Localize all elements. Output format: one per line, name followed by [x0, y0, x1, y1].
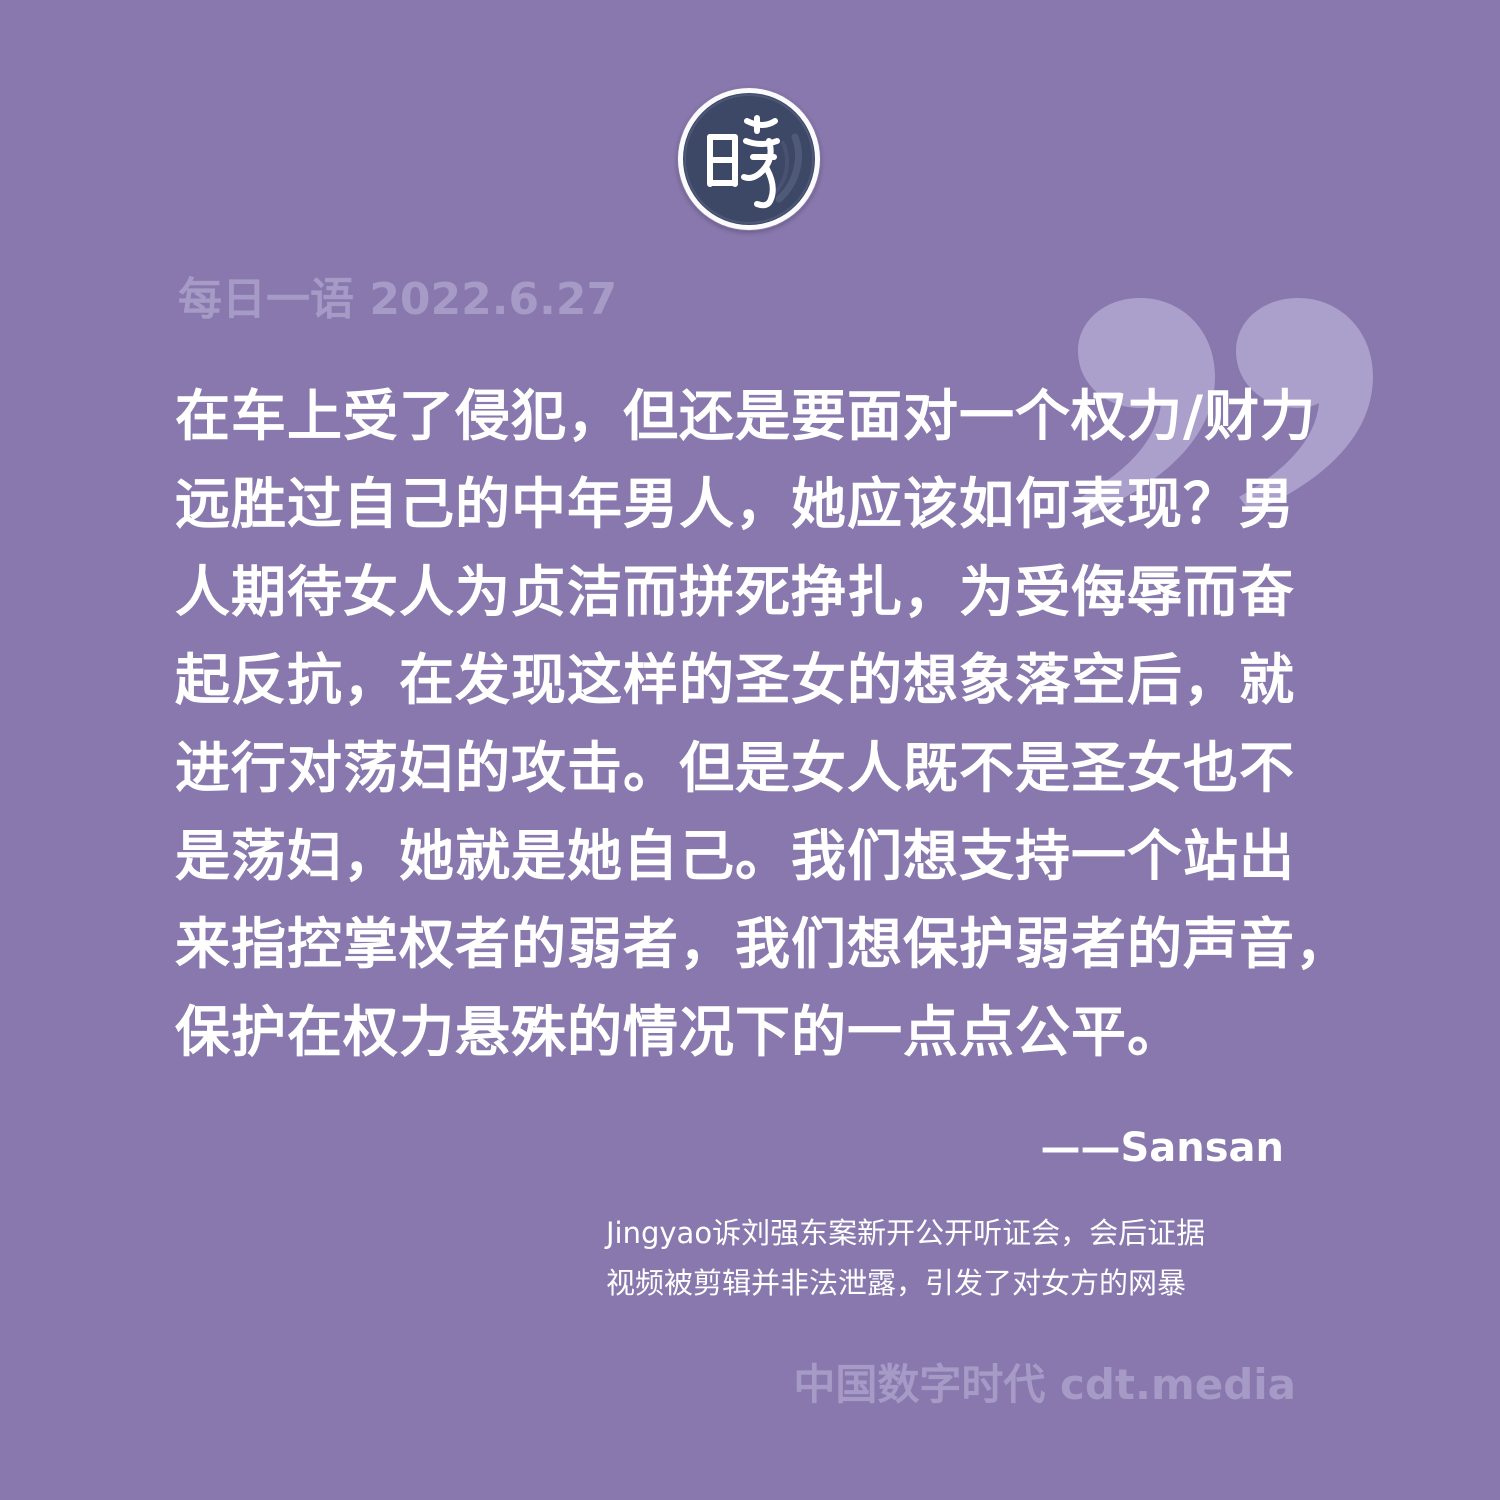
seal-logo-icon: [678, 88, 820, 230]
quote-line: 进行对荡妇的攻击。但是女人既不是圣女也不: [175, 735, 1296, 800]
quote-line: 保护在权力悬殊的情况下的一点点公平。: [175, 999, 1184, 1064]
quote-line: 人期待女人为贞洁而拼死挣扎，为受侮辱而奋: [175, 559, 1296, 624]
closing-quote-mark-icon: [1060, 290, 1390, 520]
quote-line: 远胜过自己的中年男人，她应该如何表现？男: [175, 471, 1296, 536]
daily-quote-date: 每日一语 2022.6.27: [178, 274, 618, 325]
quote-body: 在车上受了侵犯，但还是要面对一个权力/财力 远胜过自己的中年男人，她应该如何表现…: [175, 372, 1355, 1076]
footer-brand: 中国数字时代 cdt.media: [793, 1360, 1296, 1409]
caption-line: Jingyao诉刘强东案新开公开听证会，会后证据: [606, 1216, 1206, 1250]
caption-line: 视频被剪辑并非法泄露，引发了对女方的网暴: [606, 1266, 1187, 1300]
quote-line: 是荡妇，她就是她自己。我们想支持一个站出: [175, 823, 1296, 888]
quote-line: 在车上受了侵犯，但还是要面对一个权力/财力: [175, 383, 1317, 448]
cdt-seal-logo: [677, 87, 821, 231]
quote-line: 来指控掌权者的弱者，我们想保护弱者的声音，: [175, 911, 1352, 976]
context-caption: Jingyao诉刘强东案新开公开听证会，会后证据 视频被剪辑并非法泄露，引发了对…: [606, 1208, 1386, 1308]
quote-attribution: ——Sansan: [1040, 1125, 1284, 1171]
quote-line: 起反抗，在发现这样的圣女的想象落空后，就: [175, 647, 1296, 712]
